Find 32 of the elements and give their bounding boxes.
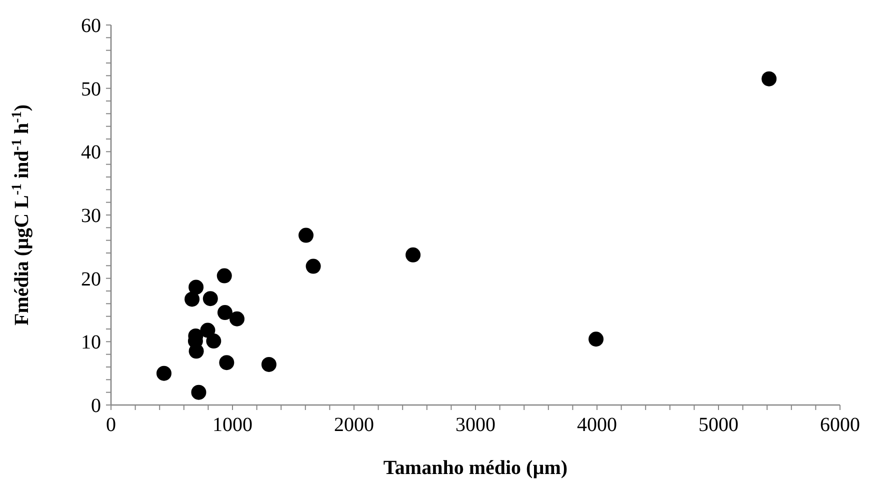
x-tick-label: 4000 [577,414,617,436]
point [206,334,222,349]
point [406,247,421,262]
point [298,228,314,243]
x-tick-label: 3000 [456,414,496,436]
y-tick-label: 50 [81,78,101,100]
x-tick-label: 2000 [334,414,374,436]
y-tick-label: 40 [81,142,101,164]
y-tick-label: 10 [81,332,101,354]
point [229,311,244,326]
point [217,305,232,320]
point [219,355,234,370]
x-tick-label: 1000 [212,414,252,436]
point [588,332,604,347]
y-tick-label: 60 [81,15,101,37]
point [202,291,218,306]
y-tick-label: 30 [81,205,101,227]
point [184,292,200,307]
point [216,268,232,284]
point [191,384,206,400]
point [762,71,777,86]
x-tick-label: 6000 [820,414,860,436]
point [188,280,204,295]
point [188,344,204,359]
y-tick-label: 20 [81,268,101,290]
x-axis-title: Tamanho médio (µm) [383,457,568,479]
x-tick-label: 5000 [698,414,738,436]
x-tick-label: 0 [106,414,116,436]
point [306,258,321,274]
y-tick-label: 0 [91,395,101,417]
point [261,356,276,372]
point [156,366,172,381]
